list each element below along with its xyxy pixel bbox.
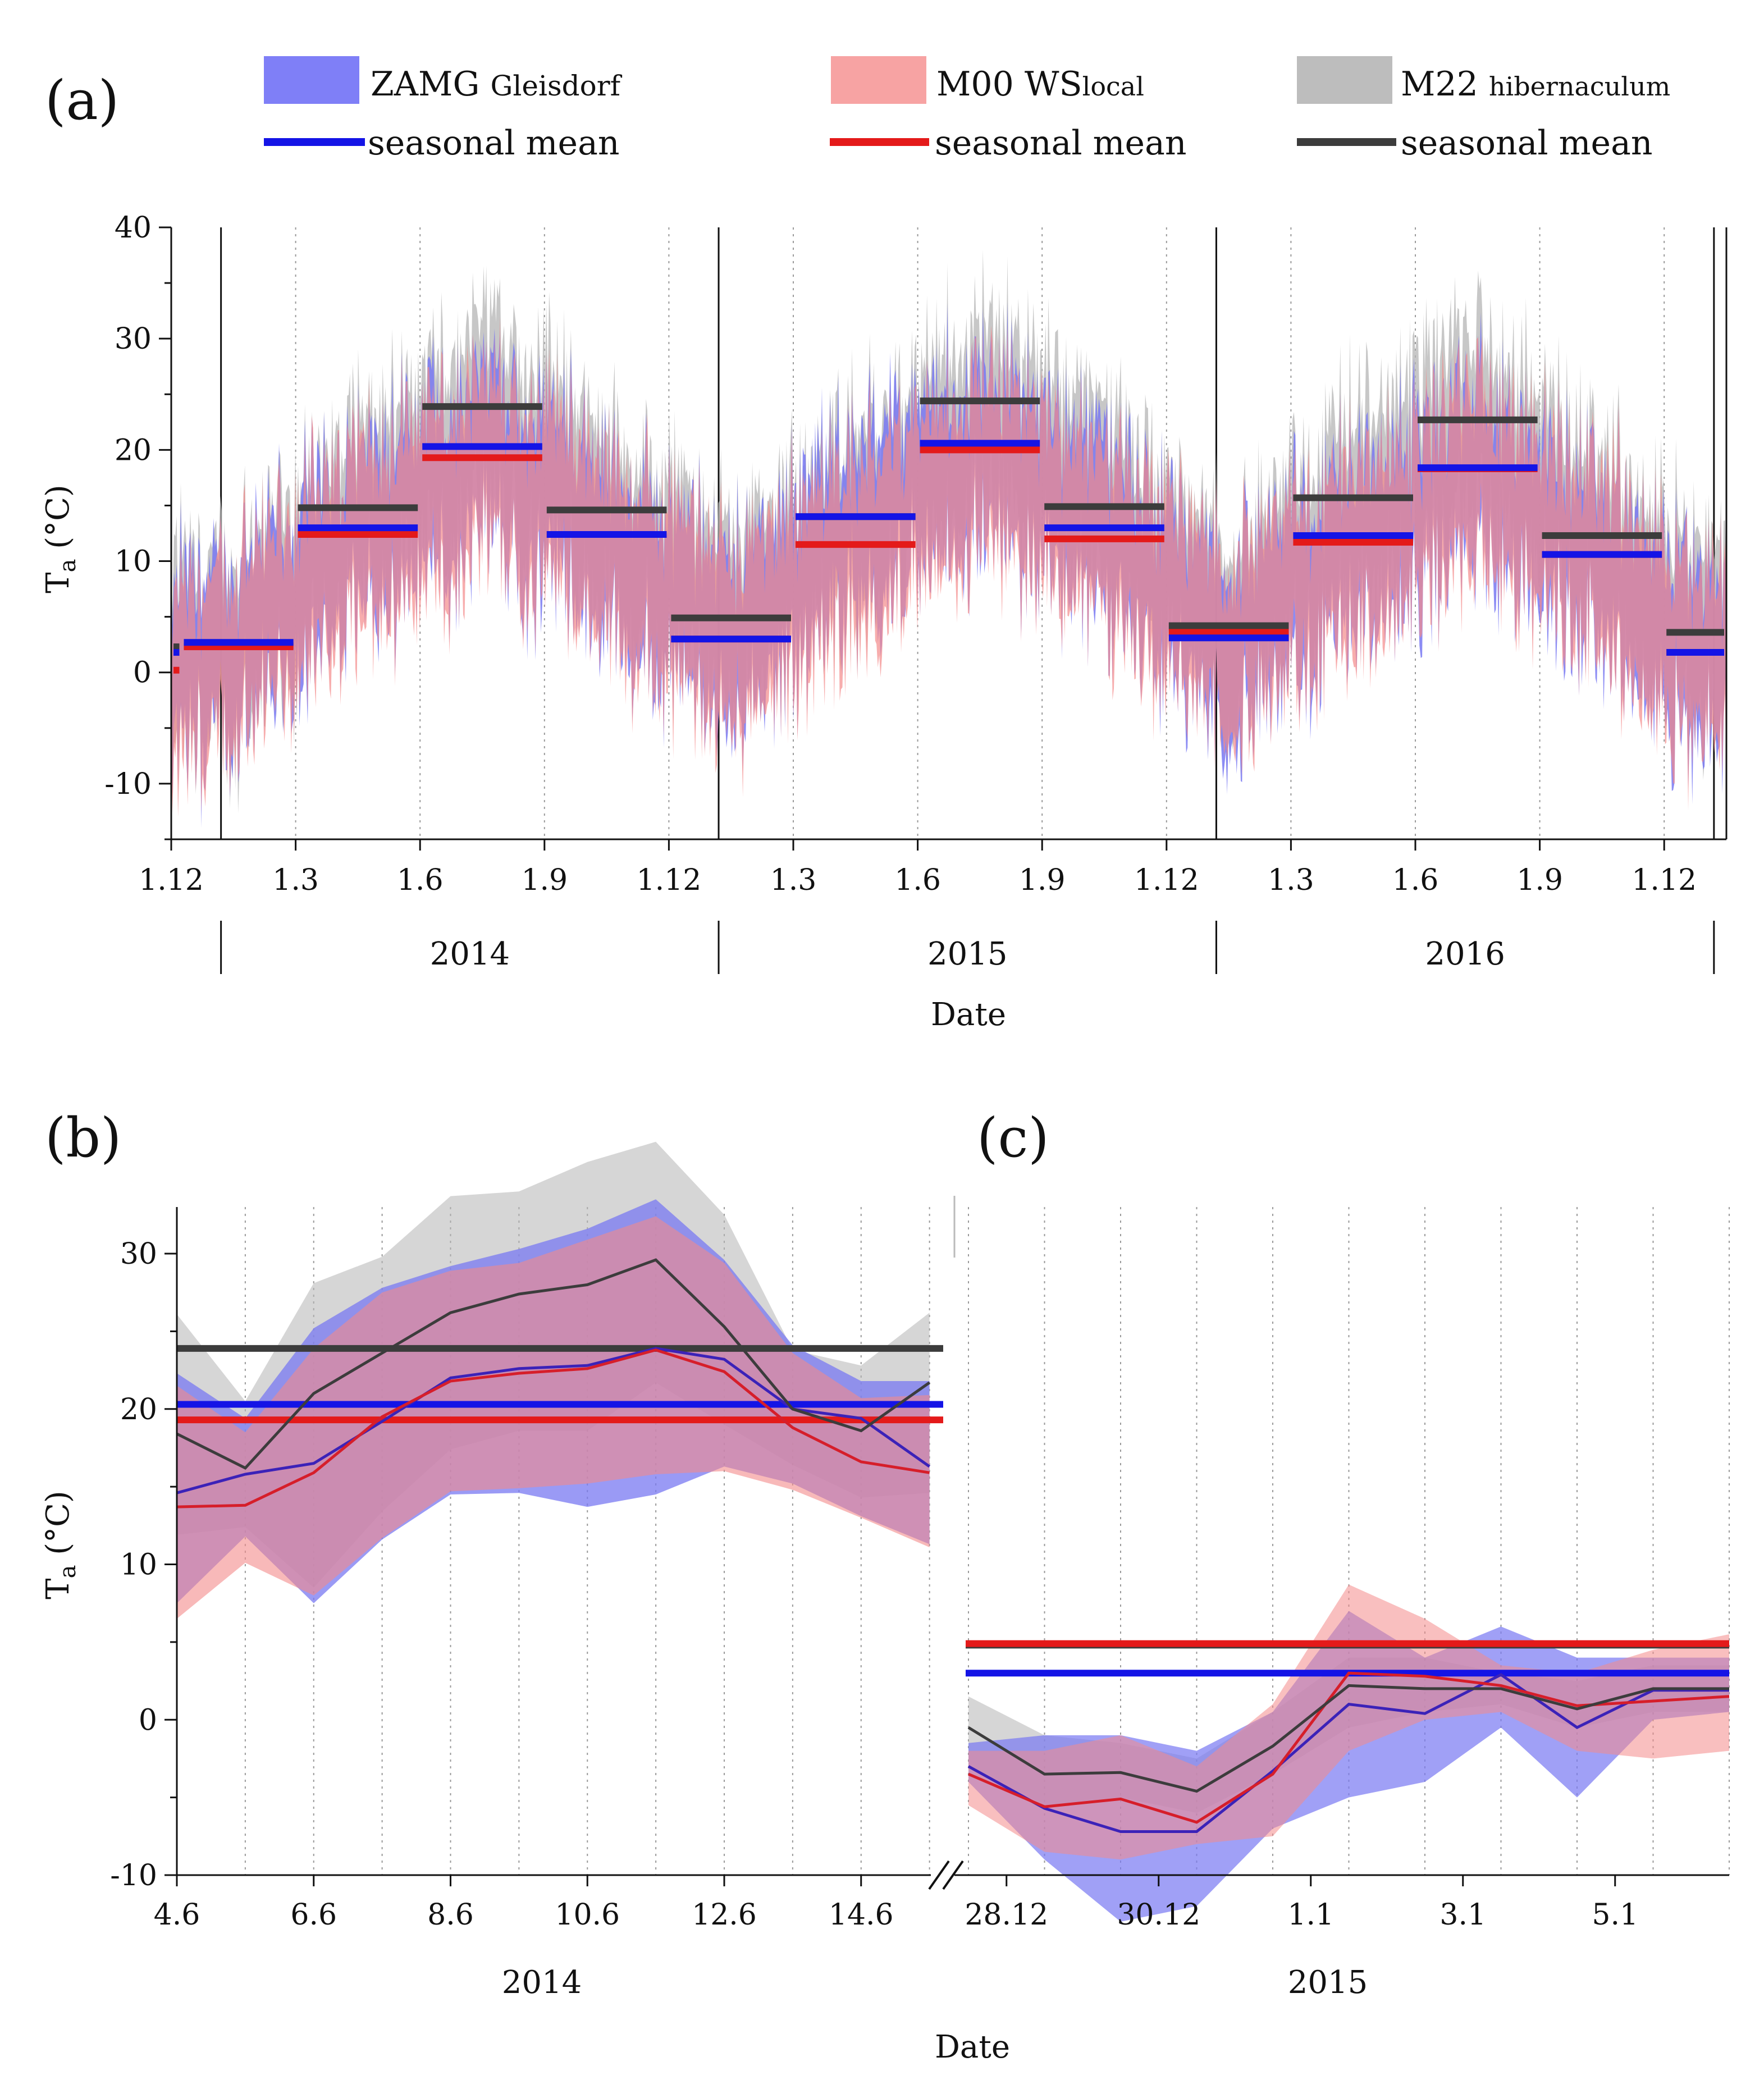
panel-a-ytick-label: -10	[104, 767, 152, 801]
legend-label-m00: M00 WSlocal	[936, 65, 1144, 104]
panel-a-band-m00	[171, 316, 1726, 817]
panel-a-ytick-label: 20	[115, 433, 152, 467]
panel-b-xtick-label: 8.6	[427, 1898, 474, 1932]
panel-a-xtick-label: 1.6	[1392, 863, 1439, 897]
legend-mean-label-m00: seasonal mean	[935, 124, 1186, 163]
panel-a-ylabel-sub: a	[55, 559, 81, 573]
panel-c-year-label: 2015	[1288, 1964, 1368, 2001]
panel-b-line-zamg	[176, 1347, 931, 1494]
panel-a-year-label: 2014	[430, 936, 510, 972]
panel-a-xtick-label: 1.9	[1019, 863, 1066, 897]
panel-b-axis-break	[942, 1860, 964, 1890]
panel-b-xtick-label: 4.6	[154, 1898, 200, 1932]
panel-a-xtick-label: 1.3	[770, 863, 817, 897]
panel-c-xtick-label: 3.1	[1439, 1898, 1486, 1932]
legend-label-m00-sub: local	[1082, 71, 1144, 102]
panel-label-c: (c)	[977, 1107, 1049, 1169]
panel-label-a: (a)	[45, 69, 119, 132]
panel-a-xtick-label: 1.12	[1134, 863, 1199, 897]
panel-a-xtick-label: 1.9	[521, 863, 568, 897]
panel-a-xtick-label: 1.3	[272, 863, 319, 897]
panel-a-xtick-label: 1.12	[139, 863, 204, 897]
panel-b-ytick-label: 10	[120, 1548, 157, 1582]
legend-label-m22-sub: hibernaculum	[1489, 71, 1670, 102]
panel-b-ytick-label: 0	[139, 1703, 157, 1737]
panel-b-line-m00	[176, 1348, 930, 1509]
legend-label-zamg-main: ZAMG	[371, 65, 490, 104]
legend-swatch-zamg	[264, 56, 359, 104]
panel-c: 28.12 30.12 1.1 3.1 5.1 2015	[954, 1207, 1730, 2001]
panel-c-band-m00	[968, 1584, 1729, 1860]
panel-c-line-m22	[967, 1684, 1729, 1793]
panel-a-xtick-label: 1.3	[1268, 863, 1314, 897]
panel-b-year-label: 2014	[502, 1964, 582, 2001]
panel-a-ylabel-unit: (°C)	[40, 484, 76, 559]
panel-b-xtick-label: 6.6	[290, 1898, 337, 1932]
panel-a-xtick-label: 1.6	[397, 863, 444, 897]
panel-b-ylabel-t: T	[40, 1578, 76, 1599]
panel-c-xtick-label: 30.12	[1117, 1898, 1200, 1932]
legend-label-m00-main: M00 WS	[936, 65, 1082, 104]
panel-b-ytick-label: 20	[120, 1393, 157, 1427]
legend-label-m22-main: M22	[1401, 65, 1489, 104]
panel-b-ytick-label: 30	[120, 1237, 157, 1271]
panel-a-xlabel: Date	[931, 996, 1006, 1033]
legend-label-zamg: ZAMG Gleisdorf	[371, 65, 623, 104]
panel-b-xtick-label: 10.6	[555, 1898, 620, 1932]
panel-b-ylabel-sub: a	[55, 1565, 81, 1579]
panel-a-year-label: 2016	[1425, 936, 1505, 972]
panel-a: -10 0 10 20 30 40 1.12 1.3 1.6 1.9 1.12 1.3 1.6 1.9 1.…	[104, 211, 1728, 974]
panel-c-xtick-label: 28.12	[965, 1898, 1048, 1932]
panel-a-ytick-label: 30	[115, 322, 152, 356]
panel-b: -10 0 10 20 30 4.6 6.6 8.6 10.6 12.6 14.6 2014	[110, 1141, 964, 2001]
panel-c-line-m00	[968, 1671, 1730, 1824]
panel-label-b: (b)	[45, 1107, 121, 1169]
panel-b-ylabel-unit: (°C)	[40, 1491, 76, 1565]
legend-swatch-m00	[831, 56, 926, 104]
panel-a-year-label: 2015	[927, 936, 1008, 972]
panel-a-xtick-label: 1.9	[1516, 863, 1563, 897]
legend: ZAMG Gleisdorf seasonal mean M00 WSlocal…	[264, 56, 1670, 163]
panel-a-ytick-label: 40	[115, 211, 152, 245]
panel-c-xtick-label: 1.1	[1287, 1898, 1334, 1932]
panel-c-line-zamg	[967, 1673, 1729, 1833]
panel-a-ylabel-t: T	[40, 572, 76, 593]
panel-a-xtick-label: 1.6	[894, 863, 941, 897]
panel-c-xtick-label: 5.1	[1592, 1898, 1638, 1932]
panel-b-line-m22	[176, 1258, 931, 1470]
legend-swatch-m22	[1297, 56, 1392, 104]
panel-a-ytick-label: 0	[133, 656, 152, 690]
legend-label-zamg-sub: Gleisdorf	[490, 70, 622, 102]
legend-label-m22: M22 hibernaculum	[1401, 65, 1670, 104]
panel-b-ytick-label: -10	[110, 1859, 157, 1893]
panel-b-axis-break	[928, 1860, 950, 1890]
panel-bc-xlabel: Date	[935, 2029, 1010, 2065]
panel-a-ylabel: Ta (°C)	[40, 484, 81, 593]
panel-b-xtick-label: 12.6	[692, 1898, 757, 1932]
legend-mean-label-m22: seasonal mean	[1401, 124, 1652, 163]
panel-b-ylabel: Ta (°C)	[40, 1491, 81, 1599]
panel-a-xtick-label: 1.12	[1632, 863, 1697, 897]
panel-a-xtick-label: 1.12	[637, 863, 702, 897]
panel-b-xtick-label: 14.6	[829, 1898, 894, 1932]
legend-mean-label-zamg: seasonal mean	[368, 124, 619, 163]
panel-a-ytick-label: 10	[115, 545, 152, 579]
